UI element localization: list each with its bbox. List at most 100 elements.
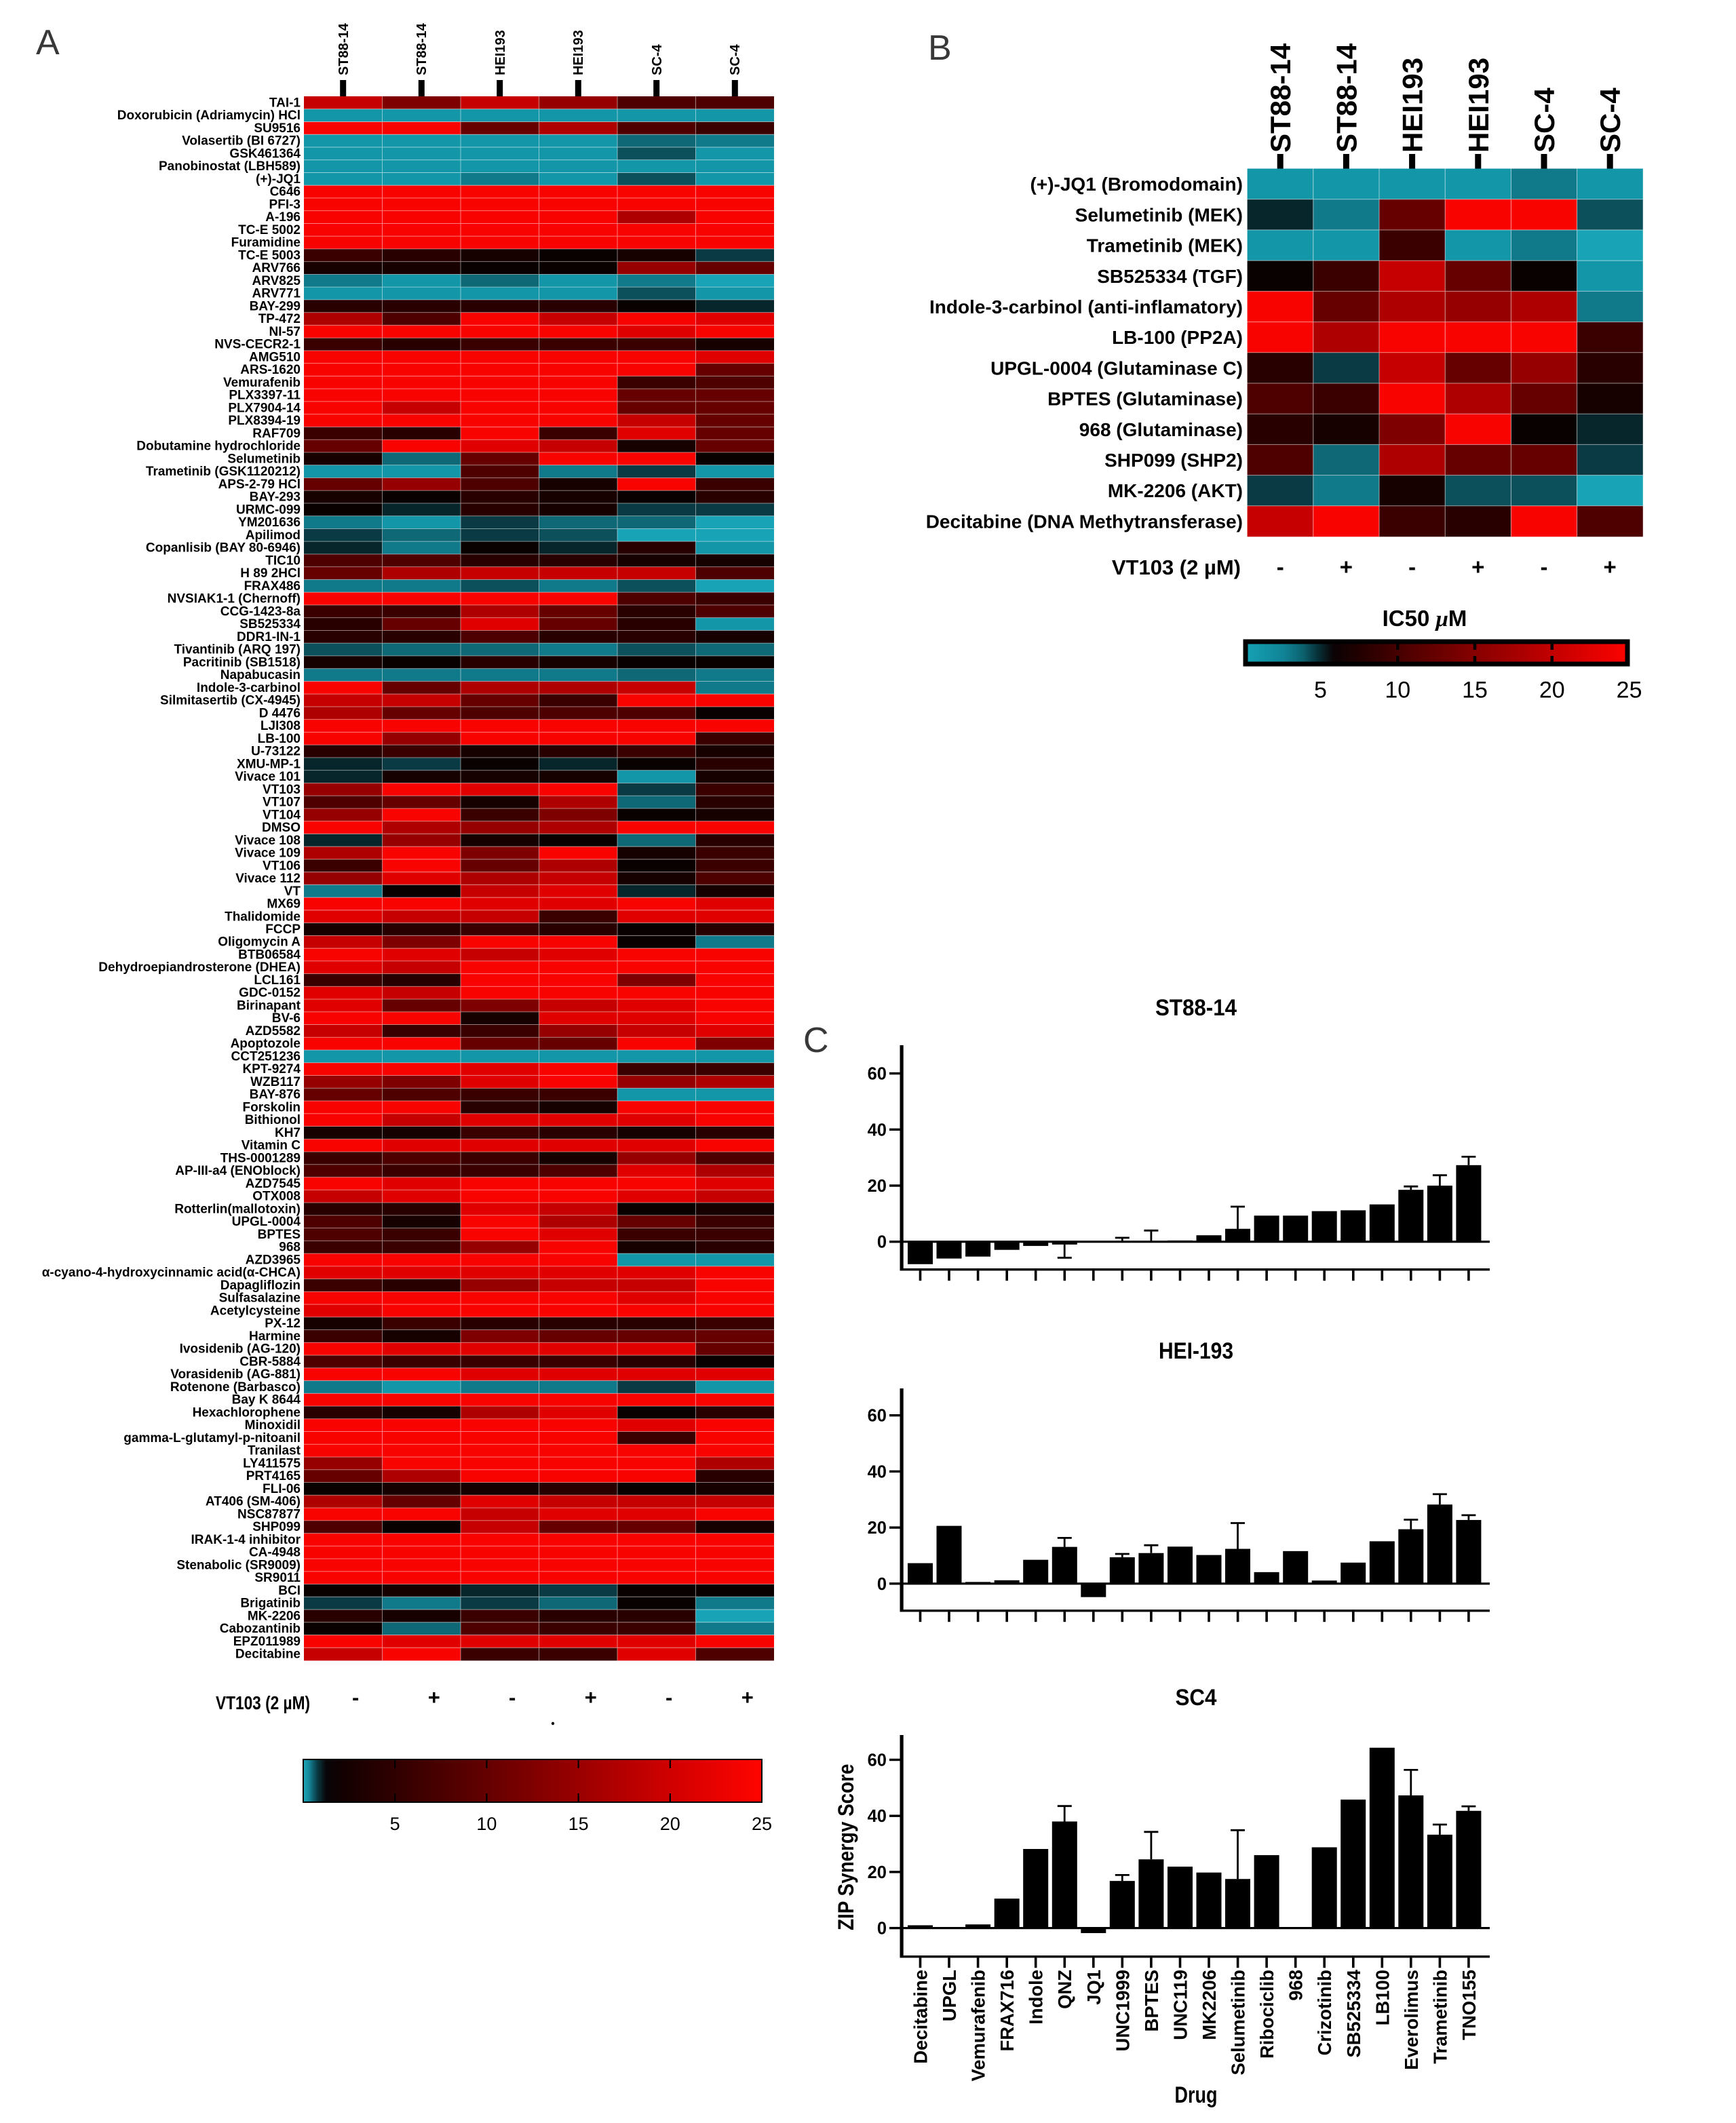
- svg-text:BAY-293: BAY-293: [250, 490, 301, 505]
- svg-text:LCL161: LCL161: [254, 973, 301, 988]
- svg-text:TAI-1: TAI-1: [269, 96, 301, 110]
- svg-text:UNC119: UNC119: [1170, 1970, 1191, 2040]
- svg-text:5: 5: [1314, 678, 1327, 703]
- svg-text:SB525334 (TGF): SB525334 (TGF): [1097, 266, 1243, 287]
- svg-text:Hexachlorophene: Hexachlorophene: [193, 1405, 301, 1420]
- svg-text:SB525334: SB525334: [1343, 1969, 1364, 2057]
- svg-text:HEI193: HEI193: [571, 30, 586, 75]
- svg-text:Copanlisib (BAY 80-6946): Copanlisib (BAY 80-6946): [146, 541, 301, 556]
- svg-text:FRAX486: FRAX486: [244, 579, 301, 593]
- svg-text:Apilimod: Apilimod: [246, 528, 301, 543]
- svg-text:HEI-193: HEI-193: [1159, 1338, 1233, 1364]
- svg-text:KH7: KH7: [275, 1126, 301, 1140]
- svg-text:NVS-CECR2-1: NVS-CECR2-1: [214, 338, 301, 352]
- svg-text:20: 20: [868, 1519, 887, 1538]
- svg-text:0: 0: [877, 1575, 887, 1594]
- svg-text:H 89 2HCl: H 89 2HCl: [240, 566, 301, 581]
- svg-text:IC50 μM: IC50 μM: [1383, 606, 1467, 631]
- svg-text:LB100: LB100: [1372, 1970, 1393, 2025]
- svg-text:VT103 (2 µM): VT103 (2 µM): [1112, 556, 1241, 579]
- svg-text:GDC-0152: GDC-0152: [239, 986, 301, 1000]
- svg-text:CA-4948: CA-4948: [249, 1546, 301, 1560]
- svg-text:VT106: VT106: [263, 859, 301, 873]
- svg-text:PX-12: PX-12: [265, 1317, 301, 1331]
- svg-text:Stenabolic (SR9009): Stenabolic (SR9009): [176, 1558, 301, 1572]
- svg-text:Silmitasertib (CX-4945): Silmitasertib (CX-4945): [160, 694, 301, 708]
- svg-text:BPTES: BPTES: [258, 1228, 301, 1242]
- svg-text:NSC87877: NSC87877: [237, 1507, 301, 1521]
- svg-text:Sulfasalazine: Sulfasalazine: [219, 1291, 301, 1306]
- svg-text:PLX8394-19: PLX8394-19: [228, 414, 301, 428]
- svg-text:CBR-5884: CBR-5884: [239, 1355, 301, 1369]
- svg-text:Harmine: Harmine: [249, 1329, 301, 1344]
- svg-text:FCCP: FCCP: [265, 922, 301, 937]
- svg-text:UPGL-0004 (Glutaminase C): UPGL-0004 (Glutaminase C): [990, 357, 1243, 378]
- svg-text:0: 0: [877, 1920, 887, 1939]
- svg-text:968: 968: [279, 1241, 301, 1255]
- svg-text:SB525334: SB525334: [239, 617, 301, 631]
- svg-text:MK2206: MK2206: [1199, 1970, 1220, 2040]
- svg-text:-: -: [509, 1686, 516, 1709]
- svg-text:LB-100: LB-100: [258, 732, 301, 746]
- svg-text:Vemurafenib: Vemurafenib: [223, 376, 301, 390]
- svg-text:Ribociclib: Ribociclib: [1256, 1970, 1277, 2059]
- svg-text:SU9516: SU9516: [254, 121, 301, 136]
- svg-text:5: 5: [390, 1814, 400, 1834]
- svg-text:40: 40: [868, 1121, 887, 1140]
- svg-text:UNC1999: UNC1999: [1112, 1970, 1133, 2051]
- svg-text:SC4: SC4: [1176, 1685, 1217, 1711]
- svg-text:+: +: [1340, 554, 1353, 579]
- svg-text:10: 10: [476, 1814, 497, 1834]
- svg-text:60: 60: [868, 1407, 887, 1426]
- svg-text:Trametinib (MEK): Trametinib (MEK): [1087, 235, 1243, 256]
- svg-text:PLX7904-14: PLX7904-14: [228, 401, 301, 415]
- svg-text:+: +: [428, 1686, 440, 1709]
- svg-text:Selumetinib (MEK): Selumetinib (MEK): [1075, 204, 1243, 225]
- svg-text:60: 60: [868, 1065, 887, 1084]
- svg-text:GSK461364: GSK461364: [229, 147, 301, 161]
- svg-text:Thalidomide: Thalidomide: [225, 910, 301, 924]
- svg-text:20: 20: [660, 1814, 680, 1834]
- svg-text:Birinapant: Birinapant: [237, 998, 301, 1013]
- svg-text:Apoptozole: Apoptozole: [231, 1037, 301, 1051]
- svg-text:UPGL: UPGL: [939, 1970, 960, 2021]
- svg-text:BAY-299: BAY-299: [250, 299, 301, 313]
- svg-text:SHP099 (SHP2): SHP099 (SHP2): [1104, 450, 1243, 471]
- svg-text:gamma-L-glutamyl-p-nitoanil: gamma-L-glutamyl-p-nitoanil: [123, 1431, 301, 1445]
- svg-text:Trametinib: Trametinib: [1429, 1970, 1450, 2064]
- svg-text:FRAX716: FRAX716: [997, 1970, 1018, 2051]
- svg-text:HEI193: HEI193: [1463, 58, 1494, 153]
- svg-text:VT: VT: [284, 884, 301, 899]
- svg-text:-: -: [352, 1686, 359, 1709]
- svg-text:+: +: [1471, 554, 1484, 579]
- svg-text:CCT251236: CCT251236: [231, 1049, 301, 1064]
- svg-text:IRAK-1-4 inhibitor: IRAK-1-4 inhibitor: [191, 1533, 301, 1547]
- svg-text:KPT-9274: KPT-9274: [242, 1062, 301, 1076]
- svg-text:Forskolin: Forskolin: [242, 1100, 301, 1114]
- svg-text:ARV766: ARV766: [252, 261, 301, 275]
- svg-text:JQ1: JQ1: [1083, 1970, 1104, 2005]
- svg-text:ST88-14: ST88-14: [414, 22, 429, 75]
- svg-text:LY411575: LY411575: [243, 1456, 301, 1470]
- svg-text:40: 40: [868, 1462, 887, 1481]
- svg-text:TP-472: TP-472: [258, 312, 301, 326]
- svg-text:Napabucasin: Napabucasin: [220, 668, 301, 682]
- svg-text:0: 0: [877, 1233, 887, 1252]
- svg-text:NVSIAK1-1 (Chernoff): NVSIAK1-1 (Chernoff): [168, 592, 301, 606]
- svg-text:20: 20: [868, 1863, 887, 1882]
- svg-text:-: -: [1541, 554, 1548, 579]
- svg-text:-: -: [1408, 554, 1416, 579]
- svg-text:APS-2-79 HCl: APS-2-79 HCl: [218, 478, 301, 492]
- svg-text:60: 60: [868, 1751, 887, 1770]
- svg-text:AMG510: AMG510: [249, 350, 301, 364]
- svg-text:HEI193: HEI193: [493, 30, 508, 75]
- svg-text:20: 20: [868, 1177, 887, 1196]
- svg-text:Minoxidil: Minoxidil: [245, 1418, 301, 1433]
- svg-text:ST88-14: ST88-14: [1265, 43, 1296, 153]
- svg-text:ARS-1620: ARS-1620: [240, 363, 301, 377]
- svg-text:Vitamin C: Vitamin C: [242, 1139, 301, 1153]
- svg-text:ST88-14: ST88-14: [1330, 43, 1362, 153]
- svg-text:Vivace 101: Vivace 101: [235, 770, 301, 784]
- svg-text:(+)-JQ1 (Bromodomain): (+)-JQ1 (Bromodomain): [1030, 174, 1243, 195]
- svg-text:TC-E 5003: TC-E 5003: [238, 248, 301, 262]
